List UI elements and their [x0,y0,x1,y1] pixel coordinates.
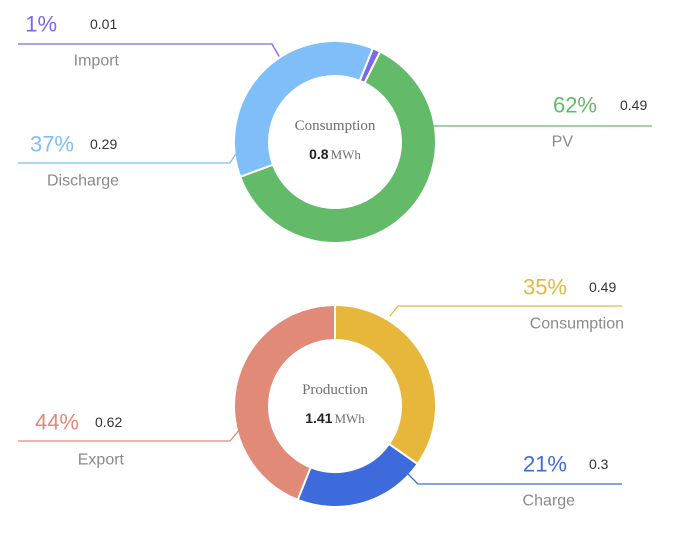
center-unit: MWh [334,411,365,426]
leader-line-import [18,43,281,59]
percent-label-pv: 62% [553,93,597,118]
donut-chart-1: 1% 0.01 Import 62% 0.49 PV 37% 0.29 Discharge Con… [18,12,652,244]
value-label-import: 0.01 [90,16,117,32]
value-label-export: 0.62 [95,414,122,430]
center-total: 1.41 MWh [305,410,365,426]
percent-label-export: 44% [35,410,79,435]
slice-consumption[interactable] [334,304,437,466]
slice-discharge[interactable] [233,40,374,178]
value-label-discharge: 0.29 [90,136,117,152]
category-label-pv: PV [552,134,574,151]
slice-export[interactable] [233,304,336,501]
value-label-consumption: 0.49 [589,279,616,295]
slice-pv[interactable] [239,50,437,244]
center-title: Consumption [295,118,376,134]
value-label-charge: 0.3 [589,456,609,472]
center-total: 0.8 MWh [309,146,361,162]
center-value: 1.41 [305,410,332,426]
leader-line-discharge [18,145,242,164]
center-title: Production [302,382,368,398]
value-label-pv: 0.49 [620,97,647,113]
percent-label-import: 1% [25,12,57,37]
category-label-discharge: Discharge [47,173,119,190]
category-label-import: Import [74,53,120,70]
center-value: 0.8 [309,146,329,162]
percent-label-discharge: 37% [30,132,74,157]
percent-label-charge: 21% [523,452,567,477]
donut-chart-2: 35% 0.49 Consumption 21% 0.3 Charge 44% 0.62 Exp… [18,275,624,510]
leader-line-export [18,428,241,442]
category-label-export: Export [78,452,125,469]
leader-line-consumption [389,305,622,317]
category-label-charge: Charge [523,493,576,510]
center-unit: MWh [331,147,362,162]
leader-line-charge [403,469,622,485]
percent-label-consumption: 35% [523,275,567,300]
category-label-consumption: Consumption [530,316,624,333]
slice-charge[interactable] [296,442,419,508]
